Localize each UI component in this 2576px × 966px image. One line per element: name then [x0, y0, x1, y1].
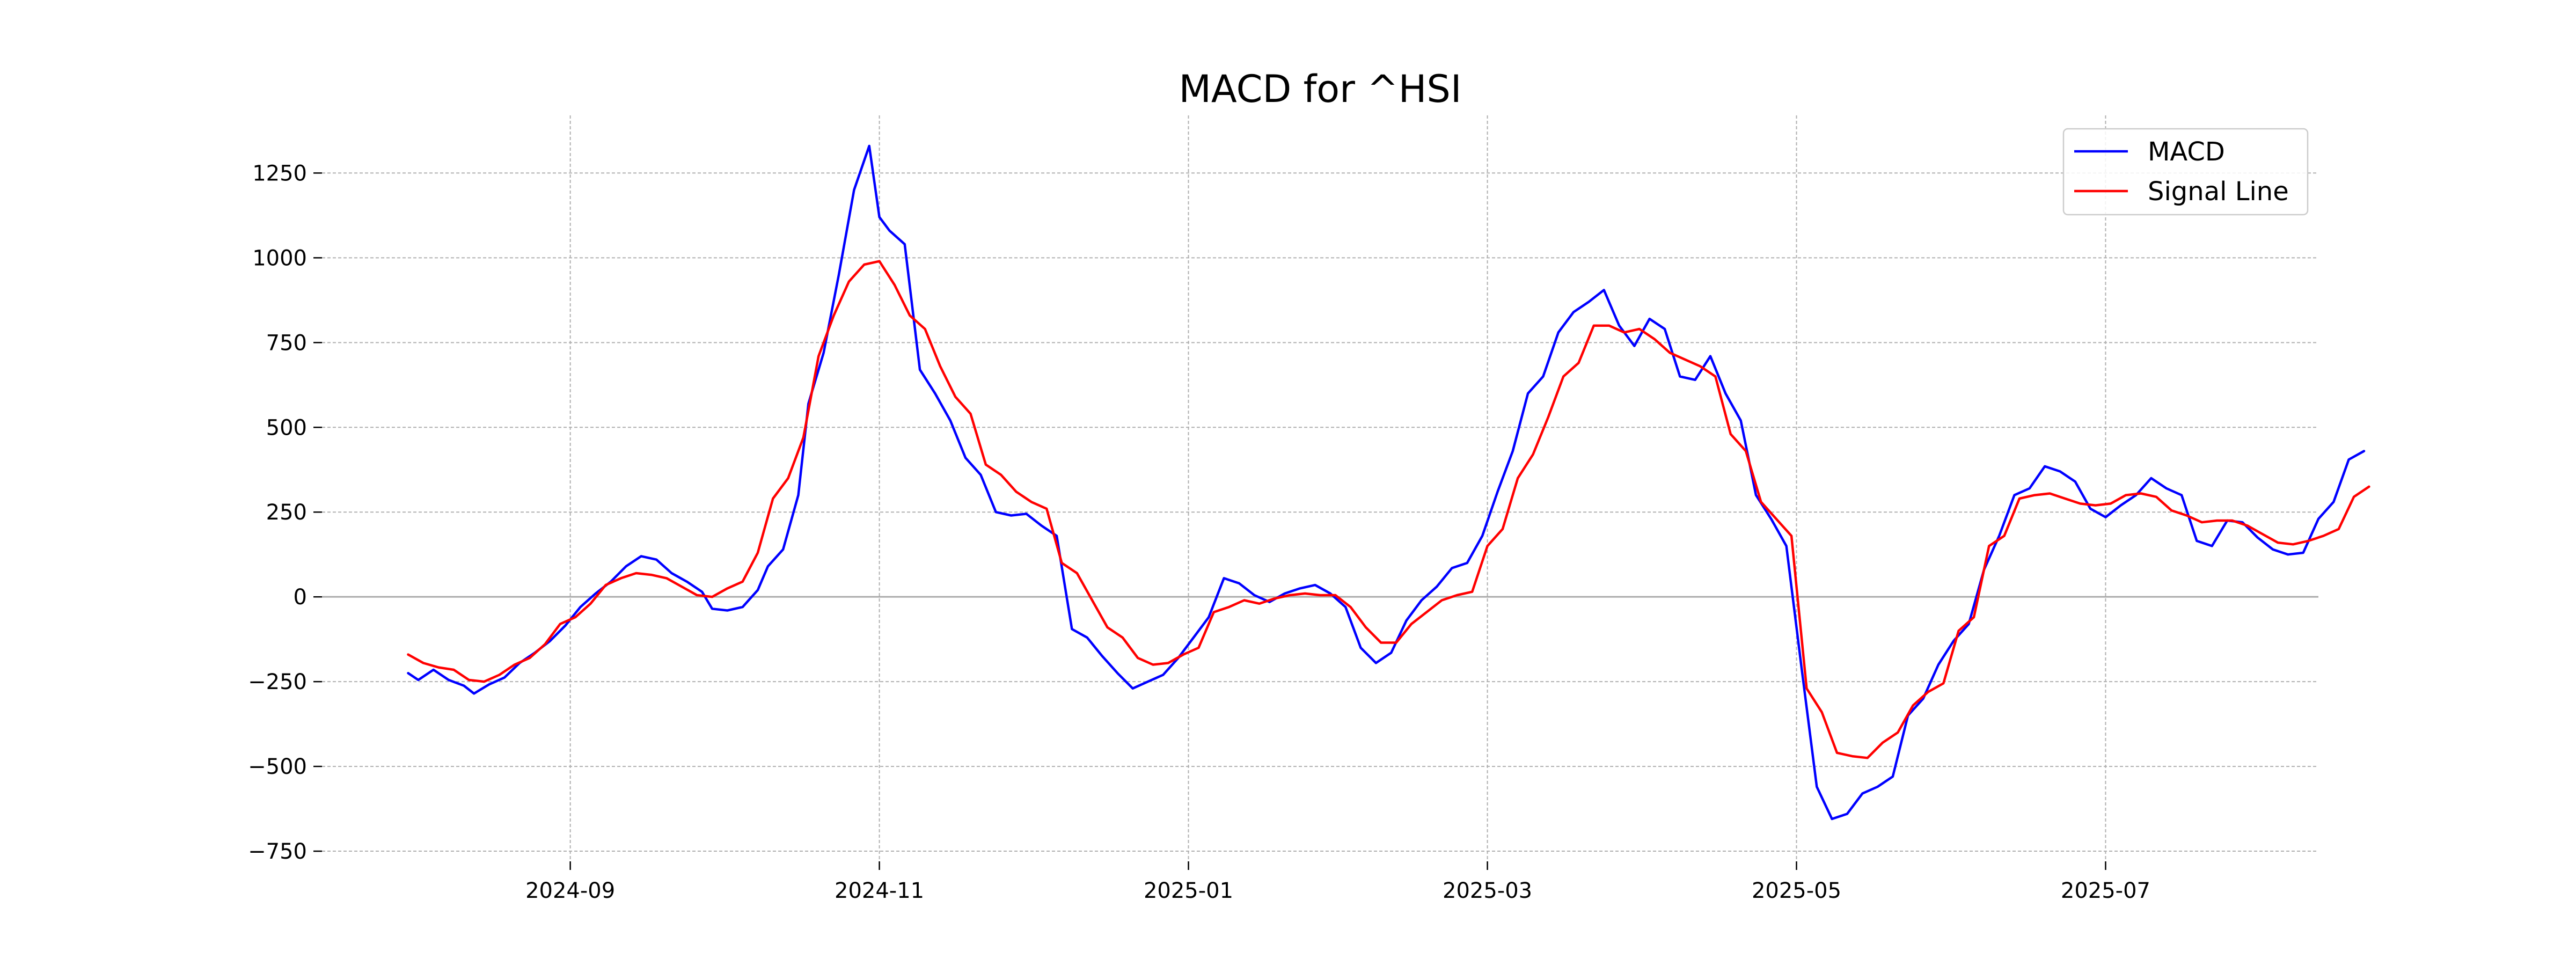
y-tick-label: −500 [248, 755, 307, 779]
x-tick-label: 2025-05 [1752, 879, 1841, 903]
x-tick-label: 2024-09 [525, 879, 615, 903]
chart-title: MACD for ^HSI [1179, 67, 1462, 111]
y-tick-label: 750 [266, 331, 307, 355]
x-tick-label: 2025-03 [1443, 879, 1532, 903]
y-tick-label: −750 [248, 839, 307, 864]
x-tick-label: 2025-07 [2061, 879, 2150, 903]
signal-line-series-line [407, 260, 2370, 759]
y-tick-label: 250 [266, 500, 307, 525]
legend-label-signal-line: Signal Line [2148, 177, 2289, 207]
x-tick-label: 2024-11 [835, 879, 924, 903]
legend: MACD Signal Line [2062, 128, 2309, 216]
y-tick-label: 0 [294, 585, 307, 610]
x-tick-label: 2025-01 [1144, 879, 1233, 903]
legend-label-macd: MACD [2148, 137, 2225, 167]
y-tick-label: 500 [266, 415, 307, 440]
y-tick-label: 1250 [252, 161, 307, 186]
macd-series-line [407, 144, 2366, 821]
y-tick-label: 1000 [252, 246, 307, 270]
grid-layer [322, 115, 2318, 861]
y-tick-label: −250 [248, 670, 307, 694]
tick-layer: −750 −500 −250 0 250 500 750 1000 1250 2024-09 202… [248, 161, 2150, 903]
series-layer [407, 144, 2370, 821]
